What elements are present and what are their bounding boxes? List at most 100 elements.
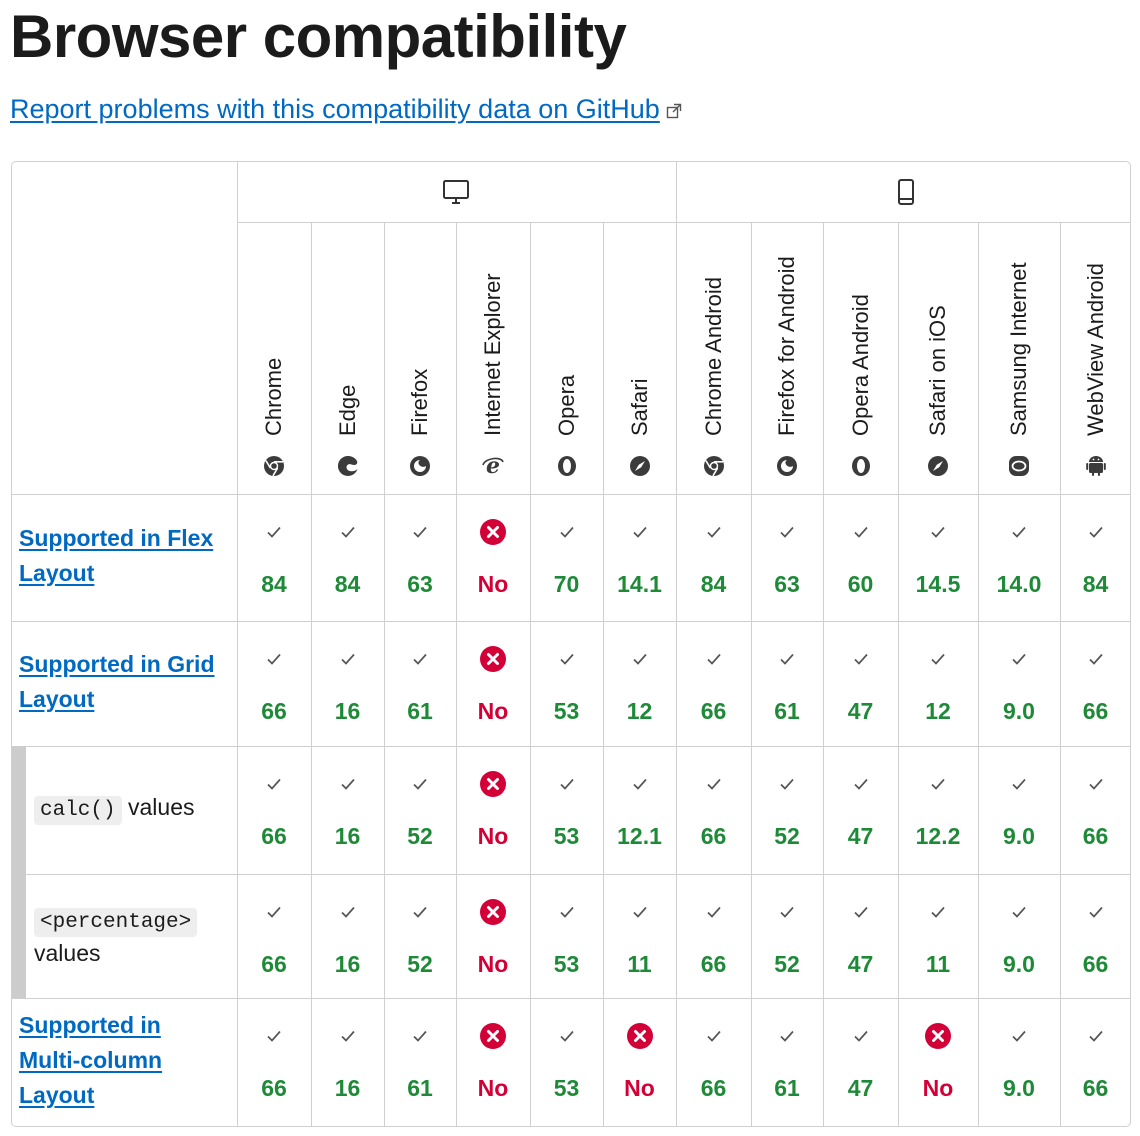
support-cell: 60 bbox=[823, 494, 898, 621]
supported-check-icon bbox=[676, 522, 751, 546]
supported-check-icon bbox=[311, 902, 384, 926]
supported-check-icon bbox=[1060, 774, 1130, 798]
support-cell: No bbox=[456, 494, 530, 621]
supported-check-icon bbox=[237, 774, 311, 798]
version-label: 52 bbox=[407, 951, 433, 977]
supported-check-icon bbox=[237, 1026, 311, 1050]
unsupported-icon bbox=[898, 1022, 978, 1049]
version-label: 61 bbox=[774, 698, 800, 724]
supported-check-icon bbox=[311, 522, 384, 546]
supported-check-icon bbox=[530, 649, 603, 673]
support-cell: 9.0 bbox=[978, 746, 1060, 874]
support-cell: 84 bbox=[311, 494, 384, 621]
support-cell: 66 bbox=[237, 998, 311, 1126]
row-divider bbox=[26, 746, 1130, 747]
supported-check-icon bbox=[530, 522, 603, 546]
support-cell: 14.0 bbox=[978, 494, 1060, 621]
supported-check-icon bbox=[898, 774, 978, 798]
support-cell: No bbox=[456, 746, 530, 874]
col-header-webview-android: WebView Android bbox=[1060, 222, 1130, 494]
version-label: 61 bbox=[407, 1075, 433, 1101]
col-divider bbox=[311, 222, 312, 1126]
support-cell: 47 bbox=[823, 874, 898, 998]
version-label: No bbox=[477, 1075, 509, 1101]
supported-check-icon bbox=[1060, 649, 1130, 673]
supported-check-icon bbox=[898, 522, 978, 546]
version-label: 53 bbox=[553, 951, 580, 977]
version-label: 9.0 bbox=[1003, 823, 1035, 849]
browser-name: Edge bbox=[334, 384, 360, 436]
supported-check-icon bbox=[384, 902, 456, 926]
version-label: No bbox=[477, 571, 509, 597]
feature-link[interactable]: Supported in Flex Layout bbox=[19, 524, 214, 586]
support-cell: 11 bbox=[603, 874, 676, 998]
supported-check-icon bbox=[676, 774, 751, 798]
unsupported-icon bbox=[603, 1022, 676, 1049]
version-label: 14.5 bbox=[915, 571, 961, 597]
supported-check-icon bbox=[751, 649, 823, 673]
svg-text:e: e bbox=[486, 454, 500, 478]
support-cell: 52 bbox=[384, 746, 456, 874]
version-label: 12.1 bbox=[617, 823, 662, 849]
supported-check-icon bbox=[978, 649, 1060, 673]
browser-name: WebView Android bbox=[1082, 263, 1108, 436]
col-header-opera: Opera bbox=[530, 222, 603, 494]
version-label: 14.1 bbox=[617, 571, 662, 597]
row-divider bbox=[12, 621, 1130, 622]
support-cell: 53 bbox=[530, 874, 603, 998]
support-cell: 61 bbox=[384, 621, 456, 746]
feature-label-text: values bbox=[128, 794, 195, 820]
version-label: 47 bbox=[847, 1075, 874, 1101]
version-label: 16 bbox=[334, 951, 361, 977]
safari-icon bbox=[926, 454, 950, 478]
support-cell: 61 bbox=[751, 621, 823, 746]
support-cell: 84 bbox=[676, 494, 751, 621]
support-cell: 47 bbox=[823, 998, 898, 1126]
supported-check-icon bbox=[898, 902, 978, 926]
browser-name: Safari on iOS bbox=[925, 305, 950, 436]
col-divider bbox=[898, 222, 899, 1126]
unsupported-icon bbox=[456, 645, 530, 672]
version-label: 11 bbox=[627, 951, 652, 977]
support-cell: 52 bbox=[751, 874, 823, 998]
browser-name: Firefox bbox=[407, 368, 432, 436]
feature-link[interactable]: Supported in Grid Layout bbox=[19, 650, 215, 712]
version-label: No bbox=[477, 951, 509, 977]
support-cell: 63 bbox=[751, 494, 823, 621]
version-label: 61 bbox=[407, 698, 433, 724]
col-divider bbox=[530, 222, 531, 1126]
support-cell: No bbox=[456, 874, 530, 998]
supported-check-icon bbox=[384, 1026, 456, 1050]
browser-name: Internet Explorer bbox=[480, 273, 505, 436]
version-label: 66 bbox=[700, 698, 727, 724]
supported-check-icon bbox=[603, 649, 676, 673]
browser-name: Opera Android bbox=[847, 294, 873, 436]
col-header-safari-on-ios: Safari on iOS bbox=[898, 222, 978, 494]
feature-label-text: values bbox=[34, 940, 101, 966]
col-divider bbox=[456, 222, 457, 1126]
browser-name: Samsung Internet bbox=[1006, 262, 1031, 436]
version-label: 66 bbox=[261, 951, 287, 977]
supported-check-icon bbox=[978, 774, 1060, 798]
support-cell: 12 bbox=[898, 621, 978, 746]
feature-link[interactable]: Supported in Multi-column Layout bbox=[19, 1012, 163, 1108]
ie-icon: e bbox=[481, 453, 505, 479]
supported-check-icon bbox=[237, 522, 311, 546]
supported-check-icon bbox=[1060, 902, 1130, 926]
support-cell: 84 bbox=[1060, 494, 1130, 621]
feature-label: <percentage> values bbox=[34, 902, 234, 974]
supported-check-icon bbox=[530, 774, 603, 798]
version-label: 66 bbox=[261, 698, 287, 724]
opera-icon bbox=[849, 454, 873, 478]
version-label: 60 bbox=[847, 571, 874, 597]
col-divider bbox=[1060, 222, 1061, 1126]
supported-check-icon bbox=[603, 902, 676, 926]
report-problems-link[interactable]: Report problems with this compatibility … bbox=[10, 92, 682, 126]
supported-check-icon bbox=[978, 902, 1060, 926]
support-cell: 84 bbox=[237, 494, 311, 621]
header-divider bbox=[237, 222, 1130, 223]
support-cell: 53 bbox=[530, 746, 603, 874]
support-cell: No bbox=[898, 998, 978, 1126]
version-label: 9.0 bbox=[1003, 1075, 1035, 1101]
firefox-icon bbox=[775, 454, 799, 478]
